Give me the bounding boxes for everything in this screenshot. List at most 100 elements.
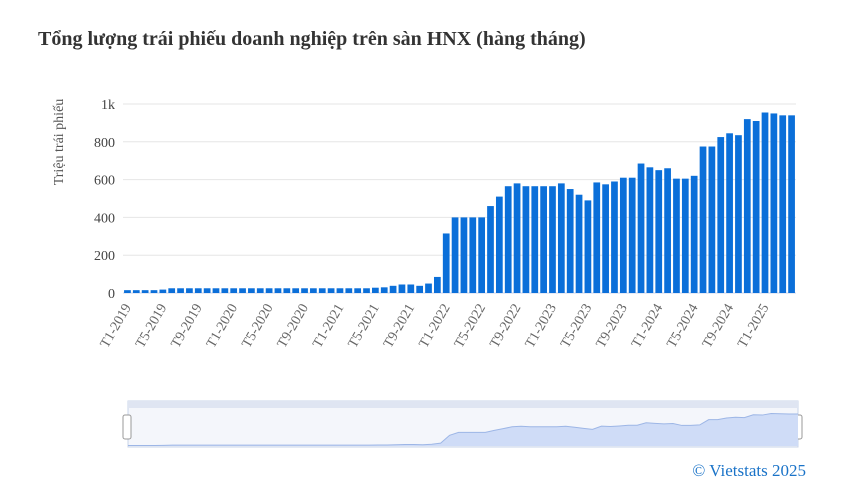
bar (292, 288, 300, 293)
bar (310, 288, 317, 293)
bar (504, 186, 512, 293)
bar (150, 290, 158, 293)
x-tick-label: T5-2023 (558, 302, 595, 351)
bar (761, 112, 769, 293)
bar (566, 189, 574, 293)
bar (717, 137, 725, 293)
x-tick-label: T1-2023 (523, 302, 560, 351)
x-tick-label: T5-2019 (133, 302, 170, 351)
bar (425, 283, 432, 293)
bar (327, 288, 335, 293)
bar (168, 288, 176, 293)
credit: © Vietstats 2025 (692, 461, 806, 480)
x-tick-label: T5-2024 (665, 302, 702, 351)
x-tick-label: T1-2022 (417, 302, 454, 351)
bar (301, 288, 308, 293)
bar (779, 115, 787, 293)
x-tick-label: T9-2023 (594, 302, 631, 351)
bar (735, 135, 742, 293)
bar (336, 288, 344, 293)
bar (398, 284, 406, 293)
bar (726, 133, 733, 293)
bar (256, 288, 264, 293)
navigator-area (128, 413, 798, 446)
bar (265, 288, 273, 293)
bar (664, 168, 671, 293)
y-tick-label: 800 (94, 136, 115, 151)
bar (681, 178, 689, 293)
bar (354, 288, 362, 293)
bar (478, 217, 486, 293)
x-tick-label: T9-2022 (487, 302, 524, 351)
x-tick-label: T9-2020 (275, 302, 312, 351)
bar (345, 288, 353, 293)
bar (283, 288, 291, 293)
x-tick-label: T5-2022 (452, 302, 489, 351)
bar (203, 288, 211, 293)
bar (655, 170, 663, 293)
bar (239, 288, 246, 293)
bar (646, 167, 654, 293)
bar (442, 233, 450, 293)
bar (593, 182, 601, 293)
bar (619, 177, 627, 293)
bar (628, 177, 636, 293)
bar (451, 217, 459, 293)
y-axis-label: Triệu trái phiếu (52, 99, 67, 186)
chart-title: Tổng lượng trái phiếu doanh nghiệp trên … (38, 28, 586, 50)
bar (230, 288, 238, 293)
bar (513, 183, 521, 293)
bar (372, 287, 379, 293)
y-tick-label: 1k (101, 98, 115, 113)
x-tick-label: T9-2019 (169, 302, 206, 351)
y-tick-label: 0 (108, 287, 115, 302)
bar (770, 113, 778, 293)
bar (752, 121, 760, 293)
bar (177, 288, 184, 293)
bar (690, 175, 698, 293)
x-tick-label: T9-2021 (381, 302, 418, 351)
bar (363, 288, 370, 293)
bar (637, 163, 645, 293)
bar (495, 196, 503, 293)
y-tick-label: 400 (94, 211, 115, 226)
bar (274, 288, 282, 293)
bar (407, 284, 415, 293)
bar (708, 146, 716, 293)
bar (124, 290, 131, 293)
bar (673, 178, 680, 293)
bar (318, 288, 326, 293)
bar (469, 217, 477, 293)
bar (531, 186, 539, 293)
bar (141, 290, 149, 293)
bar (699, 146, 707, 293)
x-tick-label: T9-2024 (700, 302, 737, 351)
x-tick-label: T5-2021 (346, 302, 383, 351)
bar (549, 186, 556, 293)
bar (221, 288, 229, 293)
y-tick-label: 600 (94, 174, 115, 189)
x-tick-label: T1-2020 (204, 302, 241, 351)
bar (159, 289, 167, 293)
bar (212, 288, 220, 293)
navigator-scrollbar[interactable] (128, 401, 798, 408)
bar (540, 186, 547, 293)
bar (557, 183, 565, 293)
bar (584, 200, 592, 293)
bar (575, 194, 583, 293)
bar (460, 217, 468, 293)
navigator-handle[interactable] (122, 414, 132, 440)
bar (132, 290, 140, 293)
bar (611, 181, 618, 293)
x-tick-label: T1-2019 (98, 302, 135, 351)
x-tick-label: T5-2020 (239, 302, 276, 351)
bar (602, 184, 609, 293)
bar (788, 115, 795, 293)
navigator-line (128, 413, 798, 446)
bar (194, 288, 202, 293)
bar (433, 276, 441, 293)
bar (248, 288, 255, 293)
bar (743, 119, 751, 294)
bar (416, 285, 424, 293)
